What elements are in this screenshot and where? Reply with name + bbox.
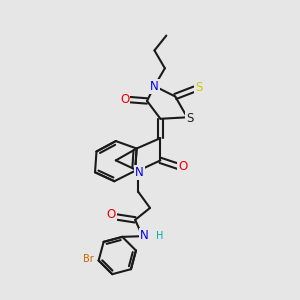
Text: Br: Br bbox=[83, 254, 94, 264]
Text: O: O bbox=[107, 208, 116, 221]
Text: N: N bbox=[150, 80, 159, 93]
Text: O: O bbox=[178, 160, 187, 173]
Text: N: N bbox=[140, 229, 148, 242]
Text: N: N bbox=[135, 166, 144, 179]
Text: H: H bbox=[156, 231, 163, 241]
Text: O: O bbox=[120, 93, 129, 106]
Text: S: S bbox=[186, 112, 194, 125]
Text: S: S bbox=[195, 81, 203, 94]
